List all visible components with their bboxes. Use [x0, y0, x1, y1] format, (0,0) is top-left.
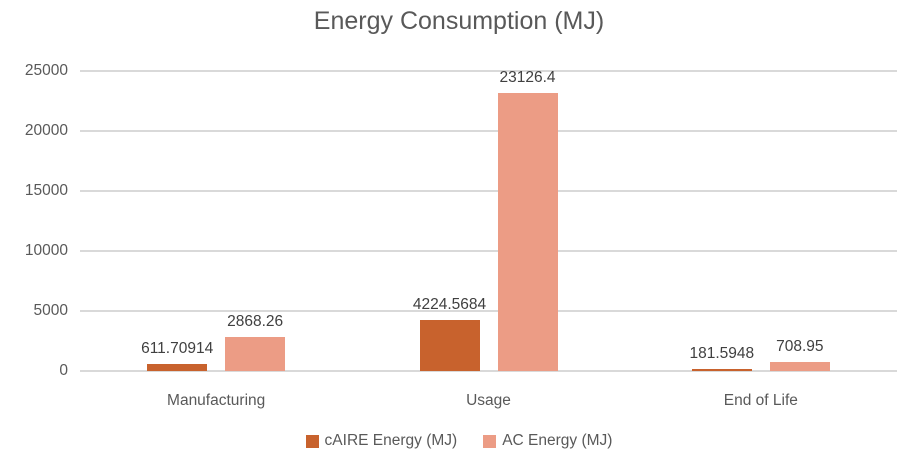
legend-swatch-ac-icon — [483, 434, 497, 448]
value-label-ac-manufacturing: 2868.26 — [227, 312, 284, 330]
legend-item-caire[interactable]: cAIRE Energy (MJ) — [305, 432, 458, 450]
gridline — [80, 310, 897, 312]
gridline — [80, 70, 897, 72]
x-axis-line — [80, 370, 897, 372]
bar-caire-manufacturing[interactable] — [147, 363, 208, 371]
x-category-label-end-of-life: End of Life — [723, 392, 798, 409]
value-label-caire-manufacturing: 611.70914 — [141, 339, 214, 357]
y-tick-label: 5000 — [33, 302, 68, 319]
legend-label-ac: AC Energy (MJ) — [502, 432, 613, 449]
gridline — [80, 250, 897, 252]
y-tick-label: 25000 — [24, 62, 68, 79]
y-tick-label: 20000 — [24, 122, 68, 139]
bar-ac-manufacturing[interactable] — [225, 336, 286, 371]
gridline — [80, 190, 897, 192]
value-label-ac-usage: 23126.4 — [499, 69, 556, 87]
value-label-ac-end-of-life: 708.95 — [776, 338, 824, 356]
legend-item-ac[interactable]: AC Energy (MJ) — [483, 432, 612, 450]
value-label-caire-end-of-life: 181.5948 — [689, 344, 755, 362]
x-category-label-usage: Usage — [466, 392, 511, 409]
chart-title: Energy Consumption (MJ) — [313, 7, 605, 35]
value-label-caire-usage: 4224.5684 — [412, 296, 487, 314]
y-tick-label: 15000 — [24, 182, 68, 199]
y-tick-label: 10000 — [24, 242, 68, 259]
legend-swatch-caire-icon — [305, 434, 319, 448]
gridline — [80, 130, 897, 132]
bar-caire-usage[interactable] — [419, 320, 480, 371]
x-category-label-manufacturing: Manufacturing — [167, 392, 266, 409]
bar-ac-usage[interactable] — [497, 93, 558, 371]
legend: cAIRE Energy (MJ) AC Energy (MJ) — [0, 432, 918, 450]
y-tick-label: 0 — [59, 362, 68, 379]
bar-caire-end-of-life[interactable] — [691, 368, 752, 371]
bar-ac-end-of-life[interactable] — [769, 362, 830, 371]
legend-label-caire: cAIRE Energy (MJ) — [324, 432, 458, 449]
